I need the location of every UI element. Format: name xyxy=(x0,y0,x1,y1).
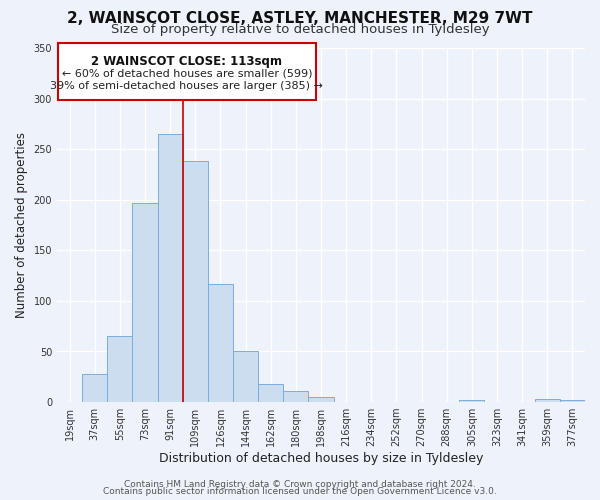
Bar xyxy=(133,203,158,402)
Bar xyxy=(158,134,183,402)
Bar xyxy=(183,162,208,402)
X-axis label: Distribution of detached houses by size in Tyldesley: Distribution of detached houses by size … xyxy=(159,452,483,465)
Text: ← 60% of detached houses are smaller (599): ← 60% of detached houses are smaller (59… xyxy=(62,68,312,78)
Bar xyxy=(258,384,283,402)
Bar xyxy=(560,400,585,402)
Bar xyxy=(233,352,258,402)
Bar xyxy=(208,284,233,402)
FancyBboxPatch shape xyxy=(58,43,316,100)
Bar xyxy=(283,391,308,402)
Bar xyxy=(107,336,133,402)
Text: Size of property relative to detached houses in Tyldesley: Size of property relative to detached ho… xyxy=(110,22,490,36)
Text: Contains HM Land Registry data © Crown copyright and database right 2024.: Contains HM Land Registry data © Crown c… xyxy=(124,480,476,489)
Text: 39% of semi-detached houses are larger (385) →: 39% of semi-detached houses are larger (… xyxy=(50,82,323,92)
Bar xyxy=(308,397,334,402)
Text: 2, WAINSCOT CLOSE, ASTLEY, MANCHESTER, M29 7WT: 2, WAINSCOT CLOSE, ASTLEY, MANCHESTER, M… xyxy=(67,11,533,26)
Text: 2 WAINSCOT CLOSE: 113sqm: 2 WAINSCOT CLOSE: 113sqm xyxy=(91,55,282,68)
Y-axis label: Number of detached properties: Number of detached properties xyxy=(15,132,28,318)
Bar xyxy=(459,400,484,402)
Bar xyxy=(82,374,107,402)
Text: Contains public sector information licensed under the Open Government Licence v3: Contains public sector information licen… xyxy=(103,487,497,496)
Bar xyxy=(535,399,560,402)
